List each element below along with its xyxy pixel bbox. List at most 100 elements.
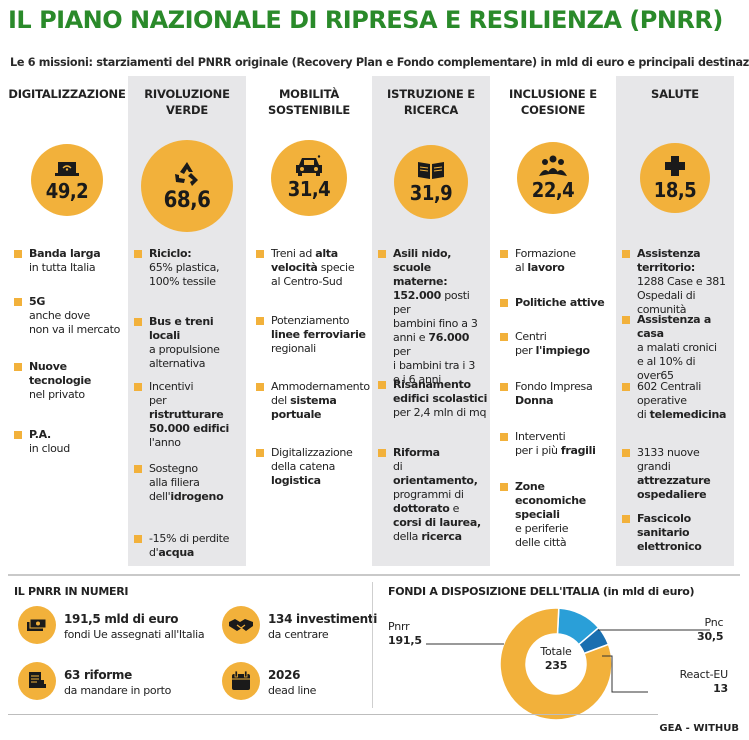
mission-item: Assistenza a casa a malati cronici e al 10… (622, 313, 732, 383)
mission-amount: 31,9 (409, 181, 453, 205)
bullet-square (134, 250, 142, 258)
mission-item: 602 Centrali operative di telemedicina (622, 380, 732, 422)
stat-investments: 134 investimenti da centrare (268, 612, 378, 641)
money-stack-icon (18, 606, 56, 644)
mission-item: Politiche attive (500, 296, 610, 310)
people-icon (538, 154, 568, 178)
mission-item-text: Riforma di orientamento, programmi di dotto… (393, 446, 481, 543)
bullet-square (378, 250, 386, 258)
car-icon (294, 155, 324, 177)
mission-item: Banda larga in tutta Italia (14, 247, 124, 275)
bullet-square (622, 250, 630, 258)
funds-title: FONDI A DISPOSIZIONE DELL'ITALIA (in mld… (388, 585, 695, 598)
mission-item-text: Banda larga in tutta Italia (29, 247, 101, 274)
bullet-square (500, 483, 508, 491)
mission-item: Centri per l'impiego (500, 330, 610, 358)
mission-item: 5G anche dove non va il mercato (14, 295, 124, 337)
mission-amount: 22,4 (531, 178, 575, 202)
bullet-square (134, 465, 142, 473)
bullet-square (14, 250, 22, 258)
numbers-title: IL PNRR IN NUMERI (14, 585, 129, 598)
bullet-square (500, 299, 508, 307)
mission-item-text: Treni ad alta velocità specie al Centro-Su… (271, 247, 355, 288)
mission-item-text: Bus e treni locali a propulsione alternati… (149, 315, 220, 370)
mission-item-text: Ammodernamento del sistema portuale (271, 380, 370, 421)
mission-item: Risanamento edifici scolastici per 2,4 mln… (378, 378, 488, 420)
mission-amount: 31,4 (287, 177, 331, 201)
mission-item-text: Fascicolo sanitario elettronico (637, 512, 702, 553)
mission-item: Asili nido, scuole materne: 152.000 posti … (378, 247, 488, 387)
mission-item-text: 5G anche dove non va il mercato (29, 295, 121, 336)
mission-amount-badge: 49,2 (31, 144, 103, 216)
mission-item-text: Zone economiche speciali e periferie delle … (515, 480, 586, 549)
bullet-square (256, 383, 264, 391)
mission-title: INCLUSIONE E COESIONE (509, 87, 597, 117)
mission-item: Potenziamento linee ferroviarie regionali (256, 314, 366, 356)
mission-item-text: P.A. in cloud (29, 428, 70, 455)
mission-item: Sostegno alla filiera dell'idrogeno (134, 462, 244, 504)
mission-item: Zone economiche speciali e periferie delle … (500, 480, 610, 550)
mission-item-text: Incentivi per ristrutturare 50.000 edifici… (149, 380, 230, 449)
donut-hole (527, 635, 585, 693)
mission-amount: 18,5 (653, 178, 697, 202)
mission-item: Incentivi per ristrutturare 50.000 edifici… (134, 380, 244, 450)
mission-title: ISTRUZIONE E RICERCA (387, 87, 475, 117)
source-credit: GEA - WITHUB (659, 723, 739, 734)
donut-leader-lines (426, 629, 710, 693)
page-subtitle: Le 6 missioni: starziamenti del PNRR ori… (10, 56, 749, 69)
bullet-square (378, 381, 386, 389)
book-icon (416, 159, 446, 181)
donut-center-label: Totale 235 (540, 645, 572, 672)
bullet-square (256, 250, 264, 258)
bullet-square (500, 433, 508, 441)
mission-title: DIGITALIZZAZIONE (8, 87, 126, 101)
mission-amount: 68,6 (163, 187, 211, 213)
mission-item-text: Politiche attive (515, 296, 605, 309)
bullet-square (622, 383, 630, 391)
mission-item: P.A. in cloud (14, 428, 124, 456)
mission-item-text: Assistenza a casa a malati cronici e al 10… (637, 313, 717, 382)
footer-rule (8, 714, 658, 715)
document-stamp-icon (18, 662, 56, 700)
bullet-square (500, 333, 508, 341)
mission-item-text: Asili nido, scuole materne: 152.000 posti … (393, 247, 478, 386)
mission-item: Ammodernamento del sistema portuale (256, 380, 370, 422)
mission-item-text: 3133 nuove grandi attrezzature ospedaliere (637, 446, 711, 501)
mission-item-text: 602 Centrali operative di telemedicina (637, 380, 727, 421)
mission-item-text: Risanamento edifici scolastici per 2,4 mln… (393, 378, 488, 419)
calendar-icon (222, 662, 260, 700)
mission-item-text: Sostegno alla filiera dell'idrogeno (149, 462, 224, 503)
recycle-icon (172, 160, 202, 188)
mission-amount-badge: 18,5 (640, 143, 710, 213)
mission-item: Assistenza territorio: 1288 Case e 381 Osp… (622, 247, 732, 317)
slice-label-pnrr: Pnrr 191,5 (388, 620, 422, 647)
bullet-square (378, 449, 386, 457)
bullet-square (622, 515, 630, 523)
mission-title: SALUTE (651, 87, 699, 101)
mission-item-text: Potenziamento linee ferroviarie regionali (271, 314, 366, 355)
stat-funds: 191,5 mld di euro fondi Ue assegnati all… (64, 612, 205, 641)
laptop-wifi-icon (54, 157, 80, 179)
mission-item: Fascicolo sanitario elettronico (622, 512, 732, 554)
bullet-square (500, 383, 508, 391)
mission-item: -15% di perdite d'acqua (134, 532, 244, 560)
handshake-icon (222, 606, 260, 644)
mission-item: Interventi per i più fragili (500, 430, 610, 458)
mission-item-text: Riciclo: 65% plastica, 100% tessile (149, 247, 220, 288)
stat-reforms: 63 riforme da mandare in porto (64, 668, 172, 697)
bullet-square (500, 250, 508, 258)
bullet-square (622, 316, 630, 324)
bullet-square (134, 535, 142, 543)
mission-amount: 49,2 (45, 179, 89, 203)
bullet-square (256, 317, 264, 325)
mission-item: Riciclo: 65% plastica, 100% tessile (134, 247, 244, 289)
bullet-square (14, 431, 22, 439)
mission-item-text: Nuove tecnologie nel privato (29, 360, 92, 401)
mission-item: 3133 nuove grandi attrezzature ospedaliere (622, 446, 732, 502)
slice-label-pnc: Pnc 30,5 (697, 616, 724, 643)
page-title: IL PIANO NAZIONALE DI RIPRESA E RESILIEN… (8, 6, 723, 34)
mission-amount-badge: 31,9 (394, 145, 468, 219)
mission-item-text: Digitalizzazione della catena logistica (271, 446, 353, 487)
bullet-square (134, 383, 142, 391)
mission-item: Treni ad alta velocità specie al Centro-Su… (256, 247, 366, 289)
